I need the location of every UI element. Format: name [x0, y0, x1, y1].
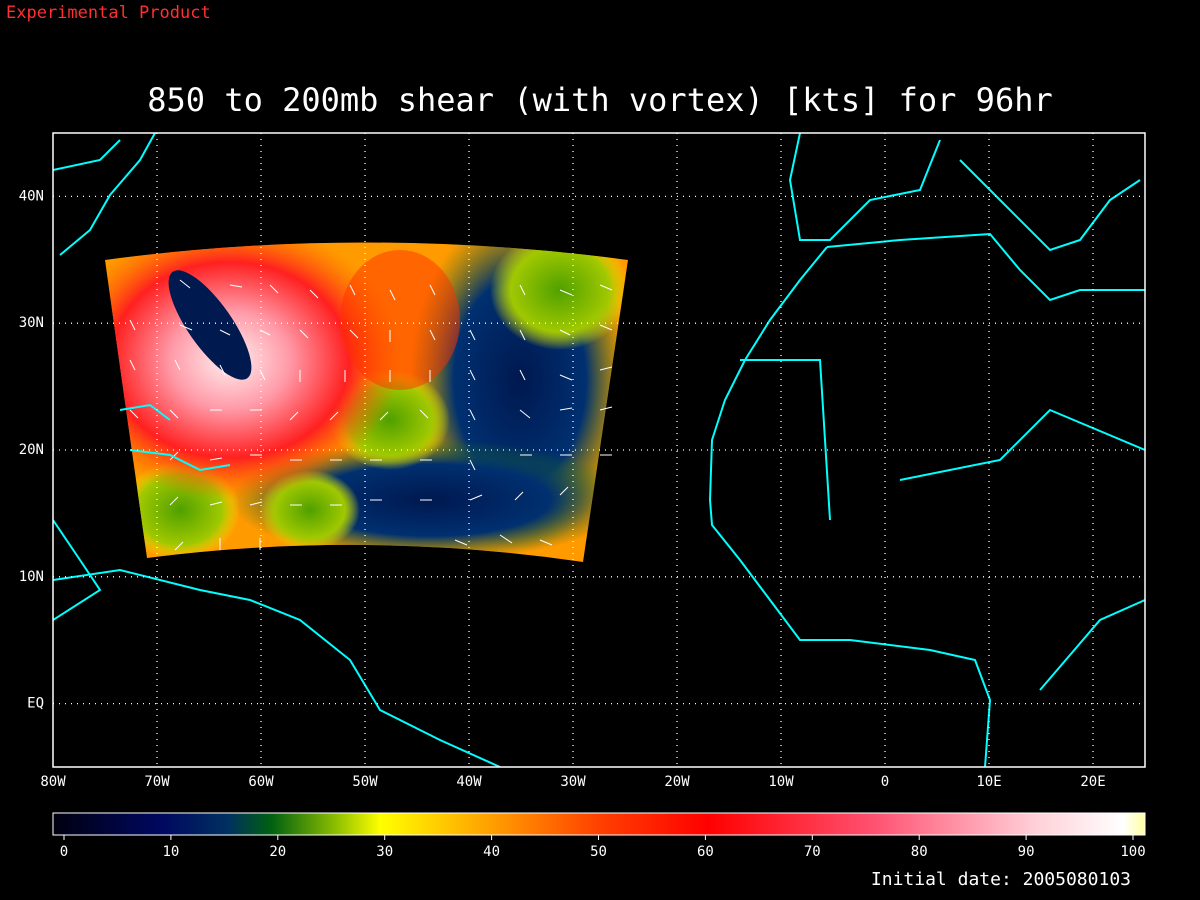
- lon-label: 60W: [248, 774, 274, 790]
- colorbar-label: 90: [1018, 844, 1035, 860]
- lon-label: 50W: [352, 774, 378, 790]
- colorbar-label: 0: [60, 844, 68, 860]
- coastlines: [53, 133, 1145, 767]
- colorbar-label: 10: [162, 844, 179, 860]
- lat-label: 30N: [19, 315, 44, 331]
- lon-label: 10E: [976, 774, 1001, 790]
- map-title: 850 to 200mb shear (with vortex) [kts] f…: [147, 81, 1052, 119]
- colorbar-label: 80: [911, 844, 928, 860]
- colorbar-label: 50: [590, 844, 607, 860]
- lon-label: 80W: [40, 774, 66, 790]
- lon-label: 10W: [768, 774, 794, 790]
- lon-label: 30W: [560, 774, 586, 790]
- colorbar-label: 70: [804, 844, 821, 860]
- colorbar-label: 60: [697, 844, 714, 860]
- colorbar-label: 30: [376, 844, 393, 860]
- colorbar: [52, 812, 1146, 836]
- lat-label: 40N: [19, 188, 44, 204]
- product-label: Experimental Product: [6, 3, 211, 23]
- lat-label: 20N: [19, 442, 44, 458]
- wind-arrows: [129, 279, 613, 551]
- lat-label: 10N: [19, 569, 44, 585]
- lat-label: EQ: [27, 696, 44, 712]
- lon-label: 40W: [456, 774, 482, 790]
- colorbar-label: 20: [269, 844, 286, 860]
- lon-label: 70W: [144, 774, 170, 790]
- shear-field: [105, 242, 628, 562]
- map-area: [53, 133, 1145, 767]
- colorbar-label: 100: [1120, 844, 1145, 860]
- lon-label: 20W: [664, 774, 690, 790]
- initial-date: Initial date: 2005080103: [871, 869, 1131, 890]
- colorbar-label: 40: [483, 844, 500, 860]
- lon-label: 20E: [1080, 774, 1105, 790]
- lon-label: 0: [881, 774, 889, 790]
